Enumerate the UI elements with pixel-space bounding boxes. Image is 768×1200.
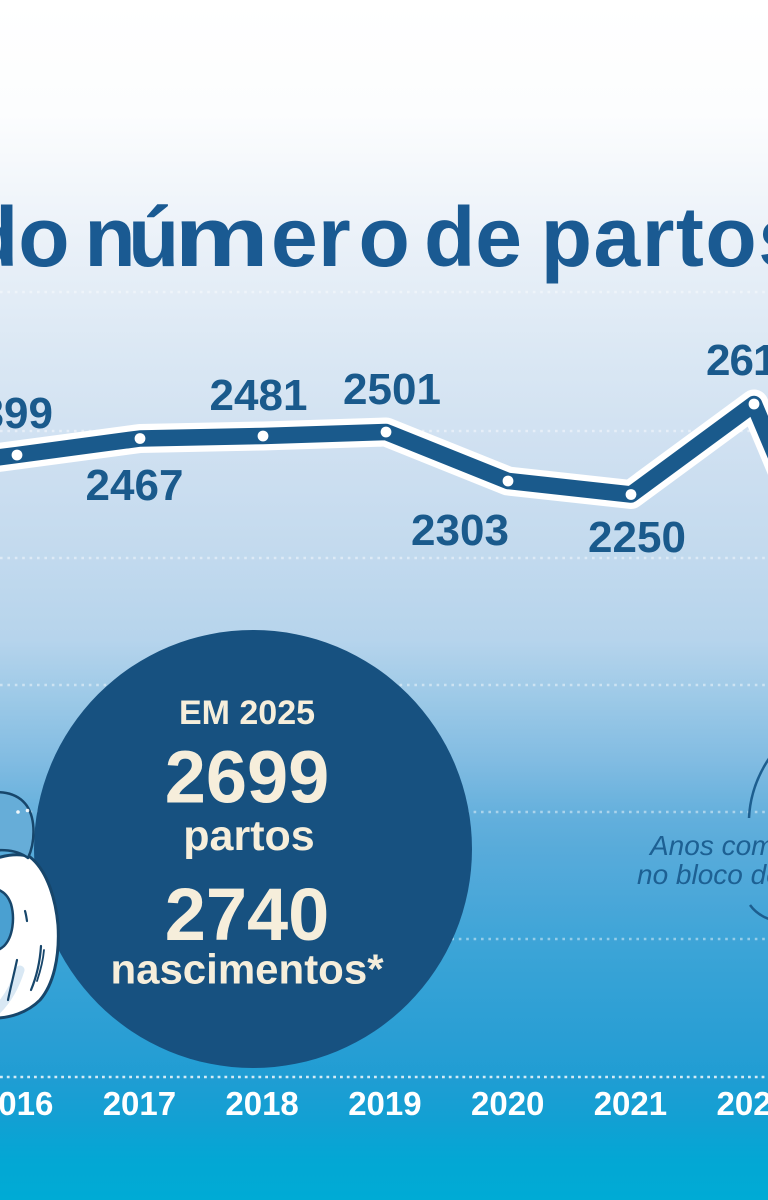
svg-text:e: e xyxy=(271,190,318,284)
svg-text:2016: 2016 xyxy=(0,1085,53,1122)
svg-text:2501: 2501 xyxy=(343,365,441,414)
svg-text:nascimentos*: nascimentos* xyxy=(110,946,384,993)
svg-text:no bloco de partos: no bloco de partos xyxy=(637,859,768,890)
svg-text:2699: 2699 xyxy=(165,736,330,819)
svg-text:2467: 2467 xyxy=(86,461,184,510)
svg-text:2399: 2399 xyxy=(0,389,53,438)
svg-text:2250: 2250 xyxy=(588,513,686,562)
svg-text:o: o xyxy=(359,190,410,284)
svg-text:partos: partos xyxy=(183,812,314,860)
svg-text:2020: 2020 xyxy=(471,1085,544,1122)
svg-text:2303: 2303 xyxy=(411,506,509,555)
svg-text:2481: 2481 xyxy=(210,371,308,420)
svg-text:2740: 2740 xyxy=(165,873,330,956)
svg-text:n: n xyxy=(84,190,135,284)
svg-text:m: m xyxy=(175,190,269,284)
svg-text:2610: 2610 xyxy=(706,336,768,385)
svg-text:2021: 2021 xyxy=(594,1085,667,1122)
svg-text:do: do xyxy=(0,190,70,284)
svg-text:Anos com obras: Anos com obras xyxy=(648,830,768,861)
svg-text:2017: 2017 xyxy=(103,1085,176,1122)
svg-text:partos: partos xyxy=(541,190,768,284)
svg-text:ú: ú xyxy=(128,190,179,284)
svg-text:r: r xyxy=(318,190,351,284)
svg-text:2019: 2019 xyxy=(348,1085,421,1122)
svg-text:2022: 2022 xyxy=(716,1085,768,1122)
svg-text:2018: 2018 xyxy=(225,1085,298,1122)
svg-text:EM 2025: EM 2025 xyxy=(179,694,315,732)
svg-text:de: de xyxy=(424,190,522,284)
